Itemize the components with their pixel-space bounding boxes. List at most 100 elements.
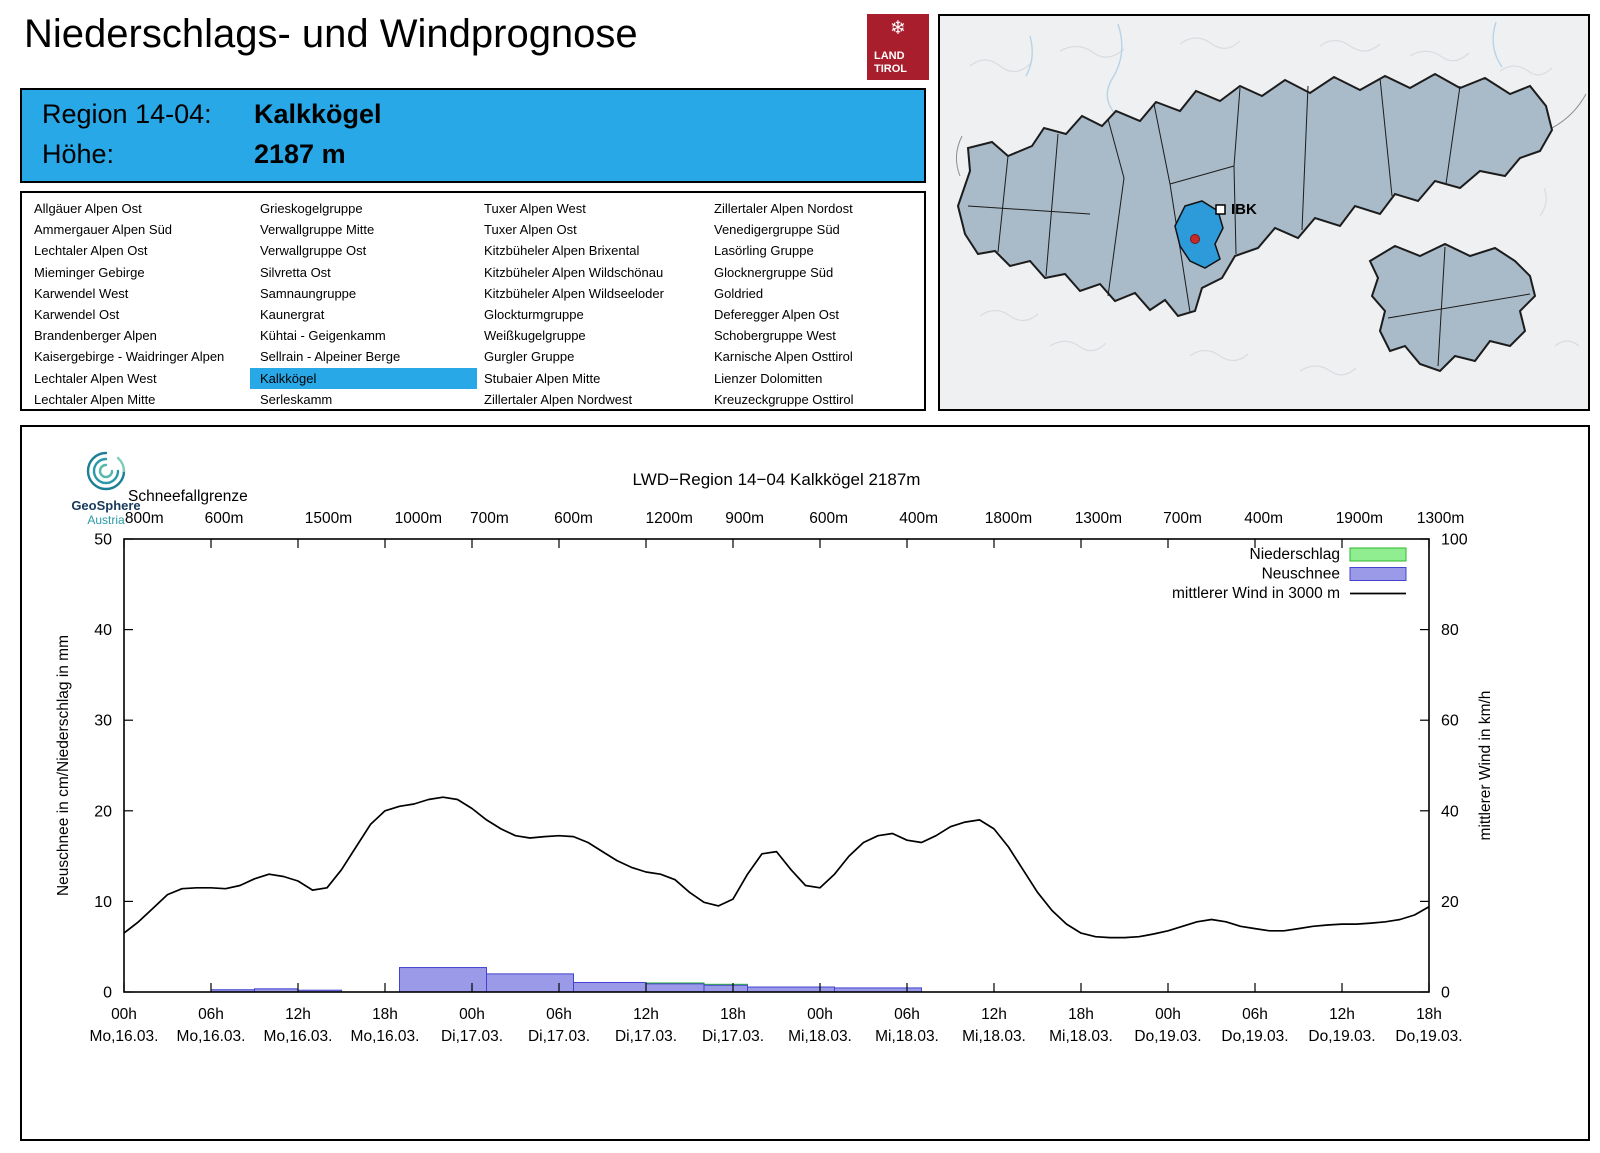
forecast-chart: 00h Mo,16.03. 06h Mo,16.03. 12h Mo,16.03. 18h M… <box>20 425 1590 1141</box>
region-list-item[interactable]: Kitzbüheler Alpen Brixental <box>484 243 640 259</box>
region-list-item[interactable]: Verwallgruppe Ost <box>260 243 367 259</box>
svg-text:1000m: 1000m <box>395 510 442 527</box>
region-list-item[interactable]: Glocknergruppe Süd <box>714 264 834 280</box>
page-title: Niederschlags- und Windprognose <box>24 12 638 56</box>
region-list-item[interactable]: Zillertaler Alpen Nordwest <box>484 391 633 407</box>
svg-text:00h: 00h <box>459 1006 485 1023</box>
svg-text:Mo,16.03.: Mo,16.03. <box>177 1028 246 1045</box>
region-list-item[interactable]: Kitzbüheler Alpen Wildseeloder <box>484 285 664 301</box>
svg-text:30: 30 <box>94 713 112 730</box>
right-axis-title: mittlerer Wind in km/h <box>1477 691 1494 841</box>
svg-text:06h: 06h <box>198 1006 224 1023</box>
region-list-item[interactable]: Tuxer Alpen West <box>484 201 586 216</box>
region-list-item[interactable]: Kaisergebirge - Waidringer Alpen <box>34 349 225 365</box>
region-list-item-selected[interactable]: Kalkkögel <box>250 367 477 389</box>
region-list-item[interactable]: Zillertaler Alpen Nordost <box>714 201 853 216</box>
region-list-item[interactable]: Samnaungruppe <box>260 285 357 301</box>
ibk-label: IBK <box>1231 201 1257 218</box>
logo-land-text: LAND <box>874 50 905 63</box>
plot-frame <box>123 538 1430 993</box>
terrain-relief <box>969 37 1580 376</box>
svg-text:12h: 12h <box>633 1006 659 1023</box>
svg-text:Di,17.03.: Di,17.03. <box>441 1028 503 1045</box>
region-list-item[interactable]: Allgäuer Alpen Ost <box>34 201 142 216</box>
svg-text:1900m: 1900m <box>1336 510 1383 527</box>
region-list-item[interactable]: Gurgler Gruppe <box>484 349 575 365</box>
axis-ticks-and-labels: 00h Mo,16.03. 06h Mo,16.03. 12h Mo,16.03. 18h M… <box>90 532 1468 1046</box>
outer-borders <box>956 93 1587 177</box>
region-list-item[interactable]: Grieskogelgruppe <box>260 201 363 216</box>
region-list: Allgäuer Alpen Ost Ammergauer Alpen Süd Le… <box>20 191 926 411</box>
region-list-column: Zillertaler Alpen Nordost Venedigergruppe… <box>704 198 922 410</box>
svg-text:00h: 00h <box>807 1006 833 1023</box>
region-list-item[interactable]: Ammergauer Alpen Süd <box>34 222 173 238</box>
region-list-item[interactable]: Lienzer Dolomitten <box>714 370 823 386</box>
svg-text:12h: 12h <box>1329 1006 1355 1023</box>
tirol-map-svg[interactable]: IBK <box>940 16 1588 409</box>
region-list-item[interactable]: Stubaier Alpen Mitte <box>484 370 601 386</box>
svg-text:20: 20 <box>94 803 112 820</box>
chart-title: LWD−Region 14−04 Kalkkögel 2187m <box>633 470 921 489</box>
region-value: Kalkkögel <box>254 99 382 129</box>
region-list-item[interactable]: Glockturmgruppe <box>484 306 584 322</box>
region-list-item[interactable]: Lechtaler Alpen Mitte <box>34 391 156 407</box>
geosphere-logo: GeoSphere Austria <box>46 445 166 527</box>
region-list-item[interactable]: Schobergruppe West <box>714 328 836 344</box>
region-list-item[interactable]: Tuxer Alpen Ost <box>484 222 577 238</box>
svg-text:mittlerer Wind in 3000 m: mittlerer Wind in 3000 m <box>1172 585 1340 602</box>
snowflake-icon: ❄ <box>890 18 906 39</box>
region-label: Region 14-04: <box>42 99 212 129</box>
region-list-item[interactable]: Deferegger Alpen Ost <box>714 306 840 322</box>
svg-text:400m: 400m <box>899 510 938 527</box>
region-list-item[interactable]: Lechtaler Alpen Ost <box>34 243 148 259</box>
region-list-item[interactable]: Kreuzeckgruppe Osttirol <box>714 391 854 407</box>
svg-text:Mi,18.03.: Mi,18.03. <box>962 1028 1026 1045</box>
region-list-item[interactable]: Mieminger Gebirge <box>34 264 145 280</box>
region-list-item[interactable]: Serleskamm <box>260 391 333 407</box>
svg-text:00h: 00h <box>1155 1006 1181 1023</box>
geosphere-icon <box>86 451 126 491</box>
region-list-item[interactable]: Lechtaler Alpen West <box>34 370 157 386</box>
geosphere-text: GeoSphere <box>71 498 141 513</box>
tirol-map[interactable]: IBK <box>938 14 1590 411</box>
region-info-box: Region 14-04: Kalkkögel Höhe: 2187 m <box>20 88 926 183</box>
svg-text:80: 80 <box>1441 622 1459 639</box>
svg-text:12h: 12h <box>285 1006 311 1023</box>
svg-text:600m: 600m <box>205 510 244 527</box>
district-borders-east <box>1387 246 1531 367</box>
snowline-labels: 800m 600m 1500m 1000m 700m 600m 1200m 900m 600m 4… <box>125 510 1464 527</box>
svg-text:60: 60 <box>1441 713 1459 730</box>
region-list-item[interactable]: Lasörling Gruppe <box>714 243 814 259</box>
land-tirol-logo: ❄ LAND TIROL <box>867 14 929 80</box>
svg-text:Do,19.03.: Do,19.03. <box>1308 1028 1375 1045</box>
region-list-item[interactable]: Sellrain - Alpeiner Berge <box>260 349 401 365</box>
region-list-item[interactable]: Karnische Alpen Osttirol <box>714 349 853 365</box>
forecast-chart-svg: 00h Mo,16.03. 06h Mo,16.03. 12h Mo,16.03. 18h M… <box>55 470 1494 1046</box>
selected-region-shape[interactable] <box>1174 200 1224 269</box>
svg-text:Di,17.03.: Di,17.03. <box>615 1028 677 1045</box>
station-marker <box>1190 234 1200 244</box>
svg-text:Mi,18.03.: Mi,18.03. <box>875 1028 939 1045</box>
region-list-item[interactable]: Karwendel Ost <box>34 306 120 322</box>
region-list-item[interactable]: Verwallgruppe Mitte <box>260 222 375 238</box>
region-list-item[interactable]: Goldried <box>714 285 764 301</box>
region-list-item[interactable]: Brandenberger Alpen <box>34 328 157 344</box>
svg-text:900m: 900m <box>725 510 764 527</box>
svg-text:600m: 600m <box>554 510 593 527</box>
svg-text:06h: 06h <box>894 1006 920 1023</box>
region-list-item[interactable]: Kühtai - Geigenkamm <box>260 328 386 344</box>
svg-text:600m: 600m <box>809 510 848 527</box>
region-list-item[interactable]: Venedigergruppe Süd <box>714 222 840 238</box>
region-list-item[interactable]: Karwendel West <box>34 285 129 301</box>
region-list-item[interactable]: Silvretta Ost <box>260 264 331 280</box>
svg-text:Do,19.03.: Do,19.03. <box>1221 1028 1288 1045</box>
region-list-item[interactable]: Kitzbüheler Alpen Wildschönau <box>484 264 664 280</box>
svg-text:1500m: 1500m <box>305 510 352 527</box>
region-list-item[interactable]: Kaunergrat <box>260 306 325 322</box>
district-borders <box>967 77 1461 313</box>
region-list-item[interactable]: Weißkugelgruppe <box>484 328 586 344</box>
svg-text:800m: 800m <box>125 510 164 527</box>
left-axis-title: Neuschnee in cm/Niederschlag in mm <box>55 635 72 896</box>
north-tirol-shape[interactable] <box>956 72 1554 318</box>
region-list-column: Grieskogelgruppe Verwallgruppe Mitte Verwa… <box>250 198 477 410</box>
